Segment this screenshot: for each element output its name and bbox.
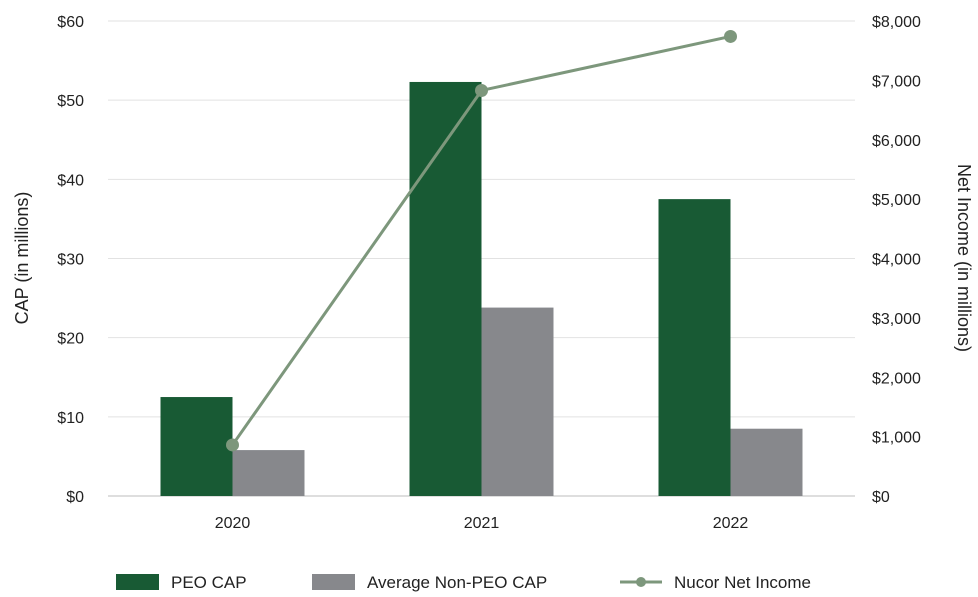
x-tick-label: 2022	[713, 515, 749, 532]
bar	[232, 450, 305, 496]
legend-swatch	[116, 574, 159, 590]
y-tick-label: $0	[66, 489, 84, 506]
y2-tick-label: $8,000	[872, 14, 921, 31]
x-tick-label: 2020	[215, 515, 251, 532]
x-tick-label: 2021	[464, 515, 500, 532]
legend-swatch-marker	[636, 577, 646, 587]
y2-tick-label: $5,000	[872, 192, 921, 209]
legend-label: PEO CAP	[171, 573, 247, 592]
legend: PEO CAP Average Non-PEO CAP Nucor Net Inco…	[116, 573, 811, 592]
y2-tick-label: $2,000	[872, 370, 921, 387]
y2-tick-label: $3,000	[872, 311, 921, 328]
y-tick-label: $30	[57, 252, 84, 269]
left-axis-title: CAP (in millions)	[12, 192, 32, 325]
bar	[658, 199, 731, 496]
y2-tick-label: $4,000	[872, 252, 921, 269]
y-tick-label: $60	[57, 14, 84, 31]
y2-tick-label: $7,000	[872, 73, 921, 90]
line-point	[226, 438, 239, 452]
bar	[409, 81, 482, 496]
legend-label: Average Non-PEO CAP	[367, 573, 547, 592]
legend-label: Nucor Net Income	[674, 573, 811, 592]
line-point	[475, 83, 488, 97]
y2-tick-label: $1,000	[872, 430, 921, 447]
line-point	[724, 29, 737, 43]
bar	[481, 307, 554, 496]
right-axis-ticks: $0 $1,000 $2,000 $3,000 $4,000 $5,000 $6,000 $7…	[872, 14, 921, 506]
y2-tick-label: $6,000	[872, 133, 921, 150]
y-tick-label: $20	[57, 331, 84, 348]
y-tick-label: $10	[57, 410, 84, 427]
bar	[730, 428, 803, 496]
y-tick-label: $50	[57, 93, 84, 110]
legend-swatch	[312, 574, 355, 590]
right-axis-title: Net Income (in millions)	[954, 164, 974, 352]
net-income-line	[226, 29, 737, 452]
left-axis-ticks: $0 $10 $20 $30 $40 $50 $60	[57, 14, 84, 506]
bars	[160, 81, 803, 496]
y2-tick-label: $0	[872, 489, 890, 506]
x-axis-ticks: 2020 2021 2022	[215, 515, 749, 532]
y-tick-label: $40	[57, 172, 84, 189]
bar	[160, 397, 233, 496]
